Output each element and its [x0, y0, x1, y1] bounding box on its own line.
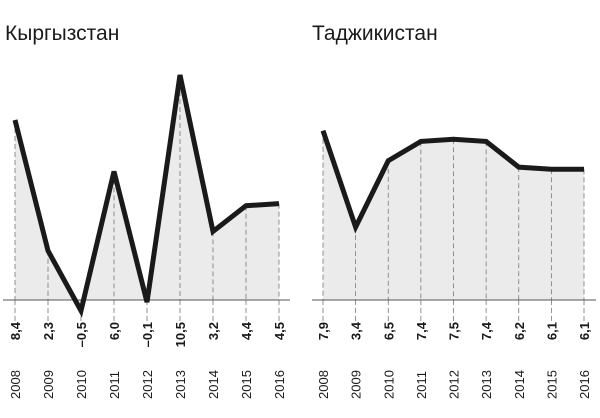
line: [320, 129, 584, 234]
year-label: 2015: [239, 370, 254, 399]
value-label: 6,2: [512, 322, 527, 340]
area: [15, 75, 279, 311]
chart-title: Кыргызстан: [5, 22, 119, 45]
year-label: 2010: [381, 370, 396, 399]
chart-title: Таджикистан: [312, 22, 438, 45]
year-label: 2011: [414, 371, 429, 399]
year-label: 2009: [41, 370, 56, 399]
year-label: 2012: [447, 370, 462, 399]
value-label: 6,5: [381, 322, 396, 340]
value-label: 7,4: [414, 321, 429, 340]
value-label: 8,4: [8, 321, 23, 340]
year-label: 2013: [479, 370, 494, 399]
year-label: 2014: [206, 370, 221, 399]
value-label: –0,1: [140, 322, 155, 347]
year-label: 2016: [577, 370, 592, 399]
year-label: 2015: [544, 370, 559, 399]
line: [12, 74, 280, 318]
value-label: 7,5: [447, 322, 462, 340]
value-label: 7,9: [316, 322, 331, 340]
value-label: 3,4: [349, 321, 364, 340]
value-label: 4,5: [272, 322, 287, 340]
value-label: 6,1: [577, 322, 592, 340]
value-label: –0,5: [74, 322, 89, 347]
year-label: 2016: [272, 370, 287, 399]
value-label: 10,5: [173, 322, 188, 347]
year-label: 2012: [140, 370, 155, 399]
year-label: 2008: [8, 370, 23, 399]
year-label: 2010: [74, 370, 89, 399]
year-label: 2008: [316, 370, 331, 399]
year-label: 2009: [349, 370, 364, 399]
value-label: 6,0: [107, 322, 122, 340]
value-label: 6,1: [544, 322, 559, 340]
year-label: 2014: [512, 370, 527, 399]
value-label: 2,3: [41, 322, 56, 340]
value-label: 3,2: [206, 322, 221, 340]
value-label: 4,4: [239, 321, 254, 340]
year-label: 2011: [107, 371, 122, 399]
year-label: 2013: [173, 370, 188, 399]
value-label: 7,4: [479, 321, 494, 340]
